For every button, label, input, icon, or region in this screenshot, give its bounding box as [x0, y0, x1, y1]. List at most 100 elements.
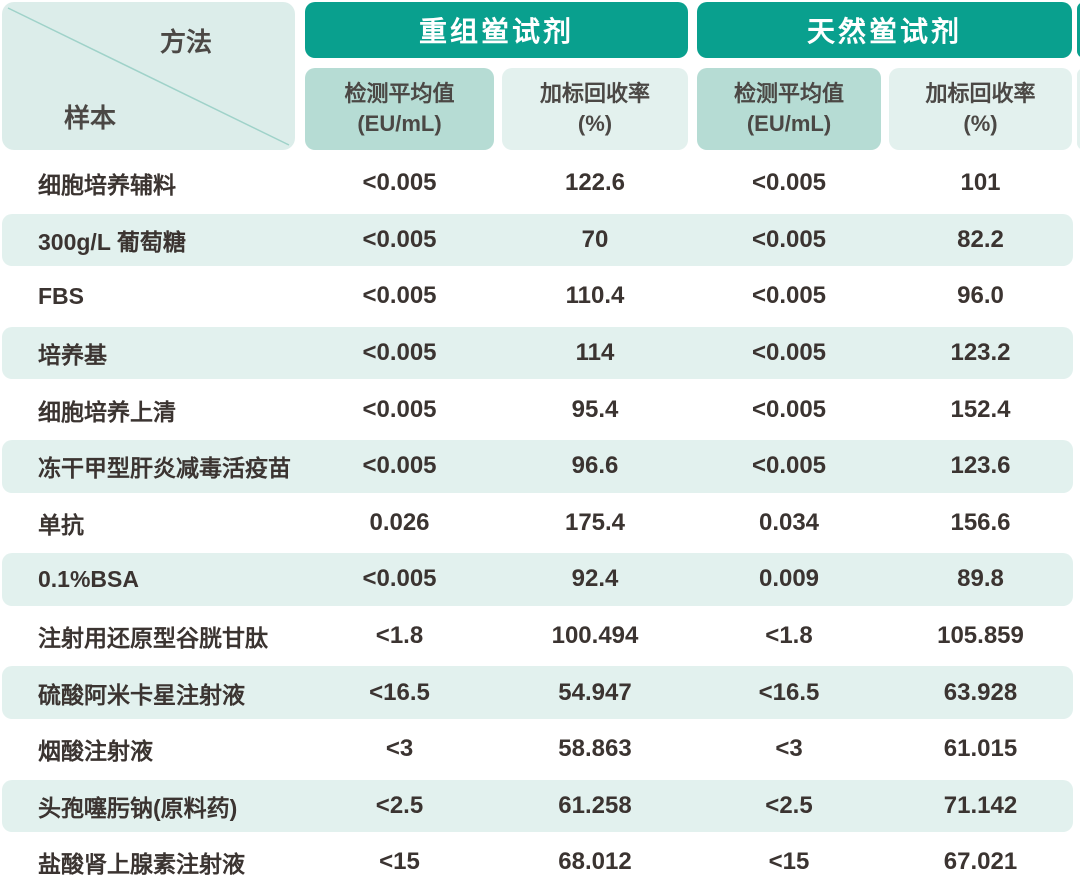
subheader-recombinant-recovery: 加标回收率 (%)	[502, 68, 688, 150]
table-row: 注射用还原型谷胱甘肽 <1.8 100.494 <1.8 105.859	[0, 608, 1080, 665]
value-cell-recombinant-recovery: 175.4	[564, 508, 626, 536]
sample-name-cell: 0.1%BSA	[38, 565, 139, 592]
value-cell-natural-recovery: 152.4	[950, 395, 1011, 423]
table-row: 培养基 <0.005 114 <0.005 123.2	[0, 325, 1080, 382]
value-cell-natural-recovery: 101	[960, 169, 1001, 197]
table-row: 细胞培养上清 <0.005 95.4 <0.005 152.4	[0, 381, 1080, 438]
value-cell-natural-recovery: 89.8	[957, 565, 1004, 593]
value-cell-recombinant-mean: <0.005	[362, 395, 437, 423]
value-cell-recombinant-mean: <15	[379, 848, 420, 876]
value-cell-recombinant-recovery: 54.947	[558, 678, 632, 706]
value-cell-recombinant-recovery: 92.4	[571, 565, 619, 593]
diagonal-divider-line	[7, 7, 290, 146]
value-cell-recombinant-mean: <0.005	[362, 452, 437, 480]
value-cell-natural-mean: 0.009	[758, 565, 820, 593]
value-cell-natural-recovery: 61.015	[943, 735, 1018, 763]
table-row: 细胞培养辅料 <0.005 122.6 <0.005 101	[0, 155, 1080, 212]
sample-name-cell: 培养基	[38, 342, 107, 369]
value-cell-natural-mean: <16.5	[758, 678, 820, 706]
value-cell-natural-mean: <0.005	[751, 452, 827, 480]
table-row: 烟酸注射液 <3 58.863 <3 61.015	[0, 721, 1080, 778]
value-cell-recombinant-mean: <1.8	[375, 622, 424, 650]
subheader-line1: 加标回收率	[925, 81, 1036, 107]
value-cell-natural-recovery: 123.2	[950, 339, 1011, 367]
value-cell-recombinant-mean: <3	[385, 735, 414, 763]
corner-header-cell: 方法 样本	[2, 2, 295, 150]
table-body: 细胞培养辅料 <0.005 122.6 <0.005 101 300g/L 葡萄…	[0, 155, 1080, 891]
subheader-natural-mean: 检测平均值 (EU/mL)	[697, 68, 881, 150]
value-cell-natural-mean: <3	[775, 735, 803, 763]
value-cell-natural-recovery: 82.2	[957, 225, 1004, 253]
value-cell-natural-recovery: 63.928	[943, 678, 1018, 706]
sample-name-cell: 300g/L 葡萄糖	[38, 228, 186, 255]
subheader-line2: (EU/mL)	[357, 111, 442, 136]
group-header-recombinant: 重组鲎试剂	[305, 2, 688, 58]
subheader-line2: (%)	[577, 111, 613, 136]
group-header-cropped-sliver	[1077, 2, 1080, 58]
value-cell-natural-mean: <0.005	[751, 225, 827, 253]
value-cell-recombinant-recovery: 114	[575, 339, 615, 367]
value-cell-recombinant-recovery: 70	[581, 225, 609, 253]
value-cell-recombinant-mean: <0.005	[362, 282, 437, 310]
sample-name-cell: FBS	[38, 282, 84, 309]
subheader-line1: 加标回收率	[539, 81, 650, 107]
value-cell-natural-recovery: 67.021	[943, 848, 1018, 876]
sample-name-cell: 细胞培养上清	[38, 398, 176, 425]
value-cell-natural-mean: <1.8	[765, 622, 813, 650]
sample-name-cell: 头孢噻肟钠(原料药)	[38, 794, 238, 821]
value-cell-recombinant-mean: <0.005	[362, 225, 437, 253]
method-axis-label: 方法	[160, 27, 213, 57]
value-cell-natural-mean: 0.034	[758, 508, 820, 536]
table-row: 硫酸阿米卡星注射液 <16.5 54.947 <16.5 63.928	[0, 664, 1080, 721]
value-cell-recombinant-recovery: 68.012	[558, 848, 632, 876]
value-cell-natural-mean: <0.005	[751, 169, 827, 197]
value-cell-recombinant-recovery: 95.4	[571, 395, 619, 423]
subheader-recombinant-mean: 检测平均值 (EU/mL)	[305, 68, 494, 150]
subheader-line1: 检测平均值	[344, 81, 455, 107]
sample-name-cell: 盐酸肾上腺素注射液	[38, 851, 245, 878]
table-row: 单抗 0.026 175.4 0.034 156.6	[0, 495, 1080, 552]
value-cell-natural-recovery: 156.6	[950, 508, 1011, 536]
value-cell-natural-mean: <0.005	[751, 282, 827, 310]
value-cell-natural-mean: <0.005	[751, 339, 827, 367]
value-cell-natural-recovery: 71.142	[943, 791, 1018, 819]
value-cell-recombinant-mean: <2.5	[375, 791, 424, 819]
subheader-line2: (%)	[963, 111, 998, 136]
value-cell-natural-recovery: 105.859	[937, 622, 1024, 650]
table-row: 盐酸肾上腺素注射液 <15 68.012 <15 67.021	[0, 834, 1080, 891]
value-cell-recombinant-mean: <16.5	[369, 678, 430, 706]
value-cell-natural-recovery: 96.0	[957, 282, 1004, 310]
group-header-natural: 天然鲎试剂	[697, 2, 1072, 58]
subheader-cropped-sliver	[1077, 68, 1080, 150]
sample-name-cell: 烟酸注射液	[38, 738, 153, 765]
sample-name-cell: 单抗	[38, 511, 84, 538]
value-cell-natural-mean: <15	[768, 848, 810, 876]
table-row: 0.1%BSA <0.005 92.4 0.009 89.8	[0, 551, 1080, 608]
value-cell-recombinant-recovery: 58.863	[558, 735, 632, 763]
sample-axis-label: 样本	[64, 103, 117, 133]
sample-name-cell: 注射用还原型谷胱甘肽	[38, 625, 268, 652]
subheader-line1: 检测平均值	[733, 81, 844, 107]
value-cell-recombinant-recovery: 110.4	[565, 282, 625, 310]
value-cell-natural-recovery: 123.6	[950, 452, 1011, 480]
value-cell-recombinant-recovery: 96.6	[571, 452, 619, 480]
table-row: FBS <0.005 110.4 <0.005 96.0	[0, 268, 1080, 325]
value-cell-recombinant-mean: <0.005	[362, 339, 437, 367]
value-cell-recombinant-mean: <0.005	[362, 169, 437, 197]
value-cell-recombinant-recovery: 100.494	[551, 622, 639, 650]
value-cell-recombinant-recovery: 122.6	[564, 169, 626, 197]
sample-name-cell: 细胞培养辅料	[38, 172, 176, 199]
subheader-line2: (EU/mL)	[746, 111, 832, 136]
table-row: 冻干甲型肝炎减毒活疫苗 <0.005 96.6 <0.005 123.6	[0, 438, 1080, 495]
table-row: 300g/L 葡萄糖 <0.005 70 <0.005 82.2	[0, 212, 1080, 269]
value-cell-natural-mean: <0.005	[751, 395, 827, 423]
sample-name-cell: 冻干甲型肝炎减毒活疫苗	[38, 455, 291, 482]
subheader-natural-recovery: 加标回收率 (%)	[889, 68, 1072, 150]
value-cell-recombinant-recovery: 61.258	[558, 791, 632, 819]
sample-name-cell: 硫酸阿米卡星注射液	[38, 681, 245, 708]
value-cell-natural-mean: <2.5	[765, 791, 813, 819]
value-cell-recombinant-mean: 0.026	[369, 508, 430, 536]
value-cell-recombinant-mean: <0.005	[362, 565, 437, 593]
table-row: 头孢噻肟钠(原料药) <2.5 61.258 <2.5 71.142	[0, 778, 1080, 835]
